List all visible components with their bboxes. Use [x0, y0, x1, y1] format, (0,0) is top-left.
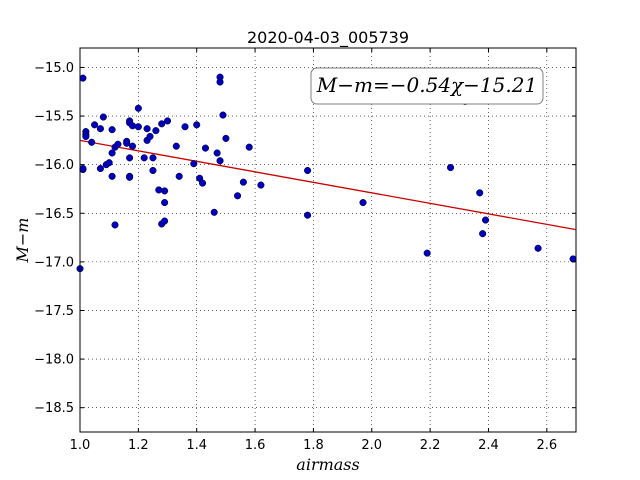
data-point [114, 140, 122, 148]
data-point [198, 179, 207, 187]
data-point [161, 199, 169, 207]
data-point [91, 121, 99, 129]
x-tick-label: 2.2 [420, 438, 441, 453]
x-tick-label: 1.0 [70, 438, 91, 453]
data-point [239, 178, 247, 186]
x-tick-label: 2.6 [536, 438, 557, 453]
data-point [158, 120, 166, 128]
data-point [359, 199, 367, 207]
x-axis-ticks: 1.0 1.2 1.4 1.6 1.8 2.0 2.2 2.4 2.6 [70, 48, 557, 453]
x-tick-label: 1.2 [128, 438, 149, 453]
y-tick-label: −15.5 [34, 110, 74, 125]
data-point [163, 117, 172, 125]
y-axis-label: M−m [13, 218, 32, 264]
plot-frame [79, 47, 577, 433]
y-tick-label: −18.0 [34, 353, 74, 368]
data-point [219, 111, 227, 119]
data-point [482, 216, 490, 224]
data-point [108, 149, 116, 157]
data-point [99, 113, 107, 121]
equation-text: M−m=−0.54χ−15.21 [316, 73, 537, 97]
data-point [108, 126, 116, 134]
data-point [155, 186, 163, 194]
y-tick-label: −15.0 [34, 61, 74, 76]
x-tick-label: 1.6 [245, 438, 266, 453]
data-point [245, 143, 253, 151]
data-point [149, 166, 157, 175]
data-point [181, 123, 189, 131]
data-point [134, 104, 142, 112]
data-point [216, 78, 224, 86]
data-point [222, 134, 230, 142]
data-point [479, 230, 487, 238]
data-point [79, 164, 87, 173]
data-point [190, 160, 198, 168]
equation-box-frame [310, 67, 544, 105]
y-tick-label: −17.0 [34, 255, 74, 270]
data-point [108, 172, 116, 180]
grid [79, 48, 576, 432]
data-point [79, 74, 87, 82]
data-point [128, 142, 137, 150]
data-point [216, 157, 224, 165]
data-point [423, 249, 431, 257]
x-axis-label: airmass [296, 455, 359, 474]
y-tick-label: −16.5 [34, 207, 74, 222]
x-tick-label: 2.0 [361, 438, 382, 453]
data-point [210, 208, 218, 216]
data-point [128, 122, 137, 130]
fit-line [79, 139, 577, 231]
data-point [161, 187, 169, 195]
data-point [88, 138, 96, 146]
x-tick-label: 2.4 [478, 438, 499, 453]
data-point [213, 149, 221, 157]
data-point [201, 144, 210, 152]
data-point [111, 221, 119, 229]
data-point [161, 217, 169, 225]
data-point [149, 154, 157, 162]
data-point [82, 132, 90, 141]
data-point [304, 211, 312, 219]
data-point [123, 139, 131, 147]
data-point [146, 132, 154, 141]
x-tick-label: 1.8 [303, 438, 324, 453]
data-point [234, 192, 242, 200]
y-axis-ticks: −15.0 −15.5 −16.0 −16.5 −17.0 −17.5 −18.0 −18.5 [34, 61, 576, 416]
y-tick-label: −17.5 [34, 304, 74, 319]
y-tick-label: −16.0 [34, 158, 74, 173]
data-point [134, 123, 142, 131]
data-points [76, 73, 577, 273]
data-point [140, 154, 148, 162]
data-point [476, 189, 484, 197]
data-point [143, 125, 151, 133]
equation-box: M−m=−0.54χ−15.21 [310, 67, 544, 105]
data-point [172, 142, 180, 150]
data-point [105, 159, 113, 167]
y-tick-label: −18.5 [34, 401, 74, 416]
fit-line-layer [79, 139, 577, 231]
data-point [569, 255, 577, 263]
data-point [257, 181, 265, 189]
chart-title: 2020-04-03_005739 [247, 28, 409, 48]
data-point [152, 127, 160, 135]
data-point [175, 172, 183, 180]
data-point [446, 164, 455, 172]
x-tick-label: 1.4 [186, 438, 207, 453]
data-point [126, 173, 134, 181]
data-point [96, 164, 104, 173]
data-point [534, 244, 542, 252]
data-point [193, 121, 201, 129]
data-point [96, 125, 104, 133]
data-point [304, 166, 312, 175]
data-point [126, 154, 134, 162]
